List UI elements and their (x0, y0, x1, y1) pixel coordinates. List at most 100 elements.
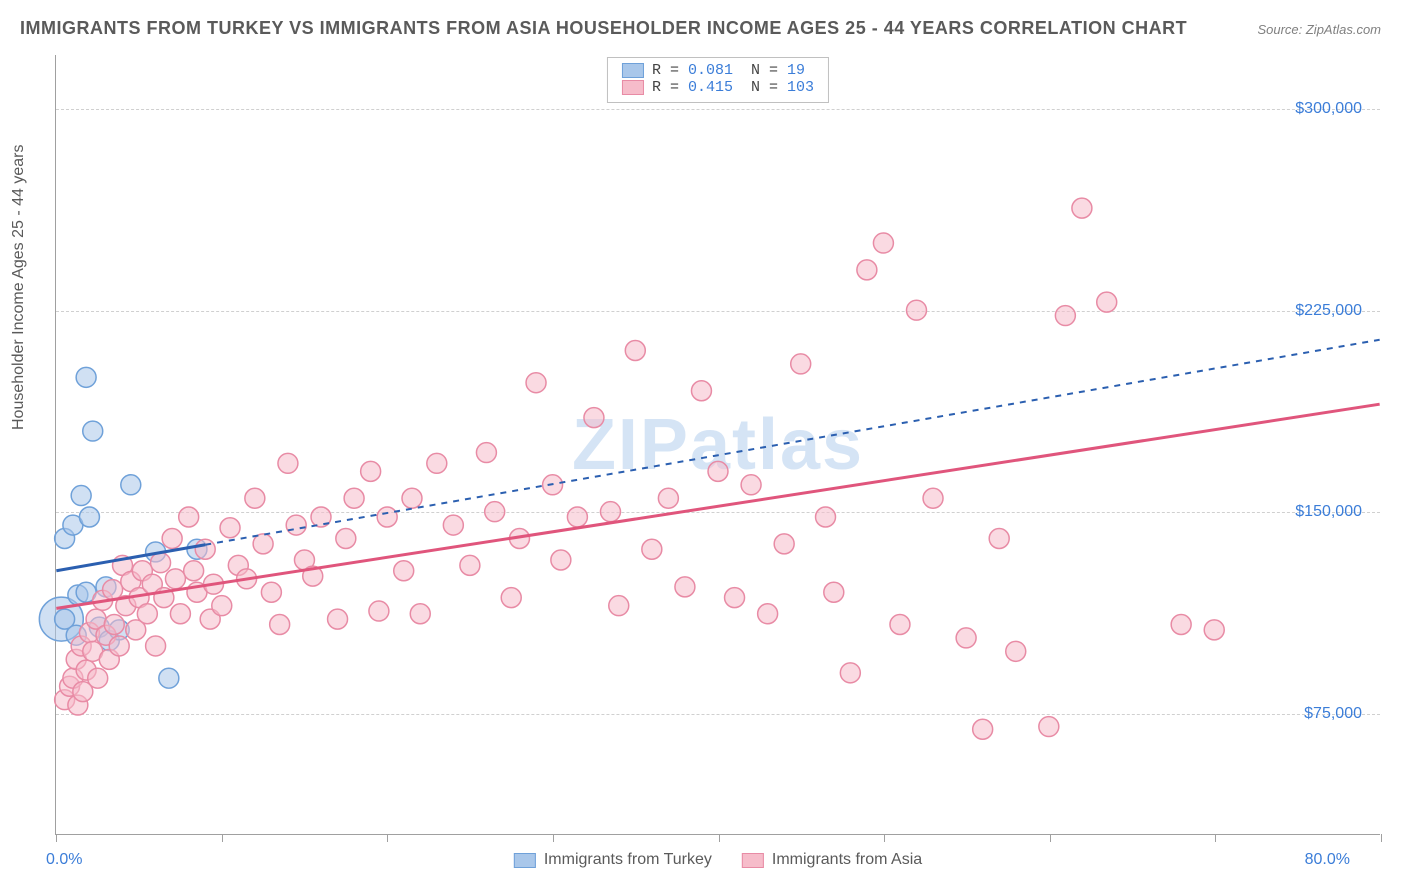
legend-row: R = 0.081 N = 19 (622, 62, 814, 79)
scatter-point-asia (485, 502, 505, 522)
scatter-point-turkey (83, 421, 103, 441)
scatter-point-asia (328, 609, 348, 629)
scatter-point-asia (1006, 641, 1026, 661)
scatter-point-asia (253, 534, 273, 554)
scatter-svg (56, 55, 1380, 834)
scatter-point-asia (165, 569, 185, 589)
scatter-point-asia (137, 604, 157, 624)
x-tick (1215, 834, 1216, 842)
scatter-point-asia (1204, 620, 1224, 640)
scatter-point-asia (708, 461, 728, 481)
scatter-point-asia (725, 588, 745, 608)
legend-item: Immigrants from Asia (742, 851, 922, 869)
legend-label: Immigrants from Asia (772, 851, 922, 869)
scatter-point-asia (476, 443, 496, 463)
scatter-point-asia (923, 488, 943, 508)
scatter-point-asia (741, 475, 761, 495)
scatter-point-asia (261, 582, 281, 602)
legend-stats: R = 0.081 N = 19 (652, 62, 805, 79)
scatter-point-asia (658, 488, 678, 508)
scatter-point-asia (625, 340, 645, 360)
scatter-point-asia (162, 529, 182, 549)
scatter-point-asia (336, 529, 356, 549)
scatter-point-asia (443, 515, 463, 535)
scatter-point-asia (956, 628, 976, 648)
chart-container: IMMIGRANTS FROM TURKEY VS IMMIGRANTS FRO… (0, 0, 1406, 892)
scatter-point-asia (989, 529, 1009, 549)
scatter-point-asia (501, 588, 521, 608)
scatter-point-asia (1171, 614, 1191, 634)
scatter-point-asia (758, 604, 778, 624)
scatter-point-asia (873, 233, 893, 253)
correlation-legend: R = 0.081 N = 19 R = 0.415 N = 103 (607, 57, 829, 103)
scatter-point-asia (973, 719, 993, 739)
x-tick (56, 834, 57, 842)
x-tick (719, 834, 720, 842)
scatter-point-asia (1097, 292, 1117, 312)
chart-title: IMMIGRANTS FROM TURKEY VS IMMIGRANTS FRO… (20, 18, 1187, 39)
scatter-point-asia (278, 453, 298, 473)
x-tick (387, 834, 388, 842)
scatter-point-asia (600, 502, 620, 522)
scatter-point-asia (460, 555, 480, 575)
scatter-point-asia (344, 488, 364, 508)
legend-item: Immigrants from Turkey (514, 851, 712, 869)
scatter-point-asia (774, 534, 794, 554)
scatter-point-turkey (71, 486, 91, 506)
scatter-point-asia (151, 553, 171, 573)
series-legend: Immigrants from Turkey Immigrants from As… (514, 851, 922, 869)
y-axis-title: Householder Income Ages 25 - 44 years (10, 145, 28, 431)
x-axis-max-label: 80.0% (1305, 851, 1350, 869)
scatter-point-asia (567, 507, 587, 527)
scatter-point-asia (88, 668, 108, 688)
legend-stats: R = 0.415 N = 103 (652, 79, 814, 96)
scatter-point-asia (526, 373, 546, 393)
scatter-point-asia (824, 582, 844, 602)
legend-row: R = 0.415 N = 103 (622, 79, 814, 96)
scatter-point-turkey (79, 507, 99, 527)
scatter-point-asia (642, 539, 662, 559)
scatter-point-asia (402, 488, 422, 508)
scatter-point-asia (184, 561, 204, 581)
scatter-point-asia (286, 515, 306, 535)
scatter-point-asia (427, 453, 447, 473)
scatter-point-asia (410, 604, 430, 624)
scatter-point-asia (146, 636, 166, 656)
x-tick (1381, 834, 1382, 842)
x-tick (222, 834, 223, 842)
scatter-point-asia (840, 663, 860, 683)
x-tick (553, 834, 554, 842)
scatter-point-asia (103, 580, 123, 600)
scatter-point-asia (551, 550, 571, 570)
legend-label: Immigrants from Turkey (544, 851, 712, 869)
scatter-point-asia (369, 601, 389, 621)
scatter-point-asia (907, 300, 927, 320)
scatter-point-turkey (159, 668, 179, 688)
scatter-point-asia (220, 518, 240, 538)
scatter-point-asia (245, 488, 265, 508)
scatter-point-asia (791, 354, 811, 374)
scatter-point-asia (816, 507, 836, 527)
scatter-point-asia (394, 561, 414, 581)
scatter-point-asia (361, 461, 381, 481)
plot-area: ZIPatlas $75,000$150,000$225,000$300,000… (55, 55, 1380, 835)
scatter-point-asia (377, 507, 397, 527)
legend-swatch (622, 63, 644, 78)
scatter-point-asia (675, 577, 695, 597)
scatter-point-asia (179, 507, 199, 527)
scatter-point-turkey (76, 367, 96, 387)
x-tick (884, 834, 885, 842)
scatter-point-asia (1072, 198, 1092, 218)
scatter-point-asia (104, 614, 124, 634)
scatter-point-asia (691, 381, 711, 401)
x-axis-min-label: 0.0% (46, 851, 82, 869)
scatter-point-asia (195, 539, 215, 559)
legend-swatch (622, 80, 644, 95)
scatter-point-asia (890, 614, 910, 634)
legend-swatch (514, 853, 536, 868)
scatter-point-asia (1055, 306, 1075, 326)
scatter-point-asia (584, 408, 604, 428)
scatter-point-asia (212, 596, 232, 616)
scatter-point-asia (1039, 717, 1059, 737)
scatter-point-asia (609, 596, 629, 616)
